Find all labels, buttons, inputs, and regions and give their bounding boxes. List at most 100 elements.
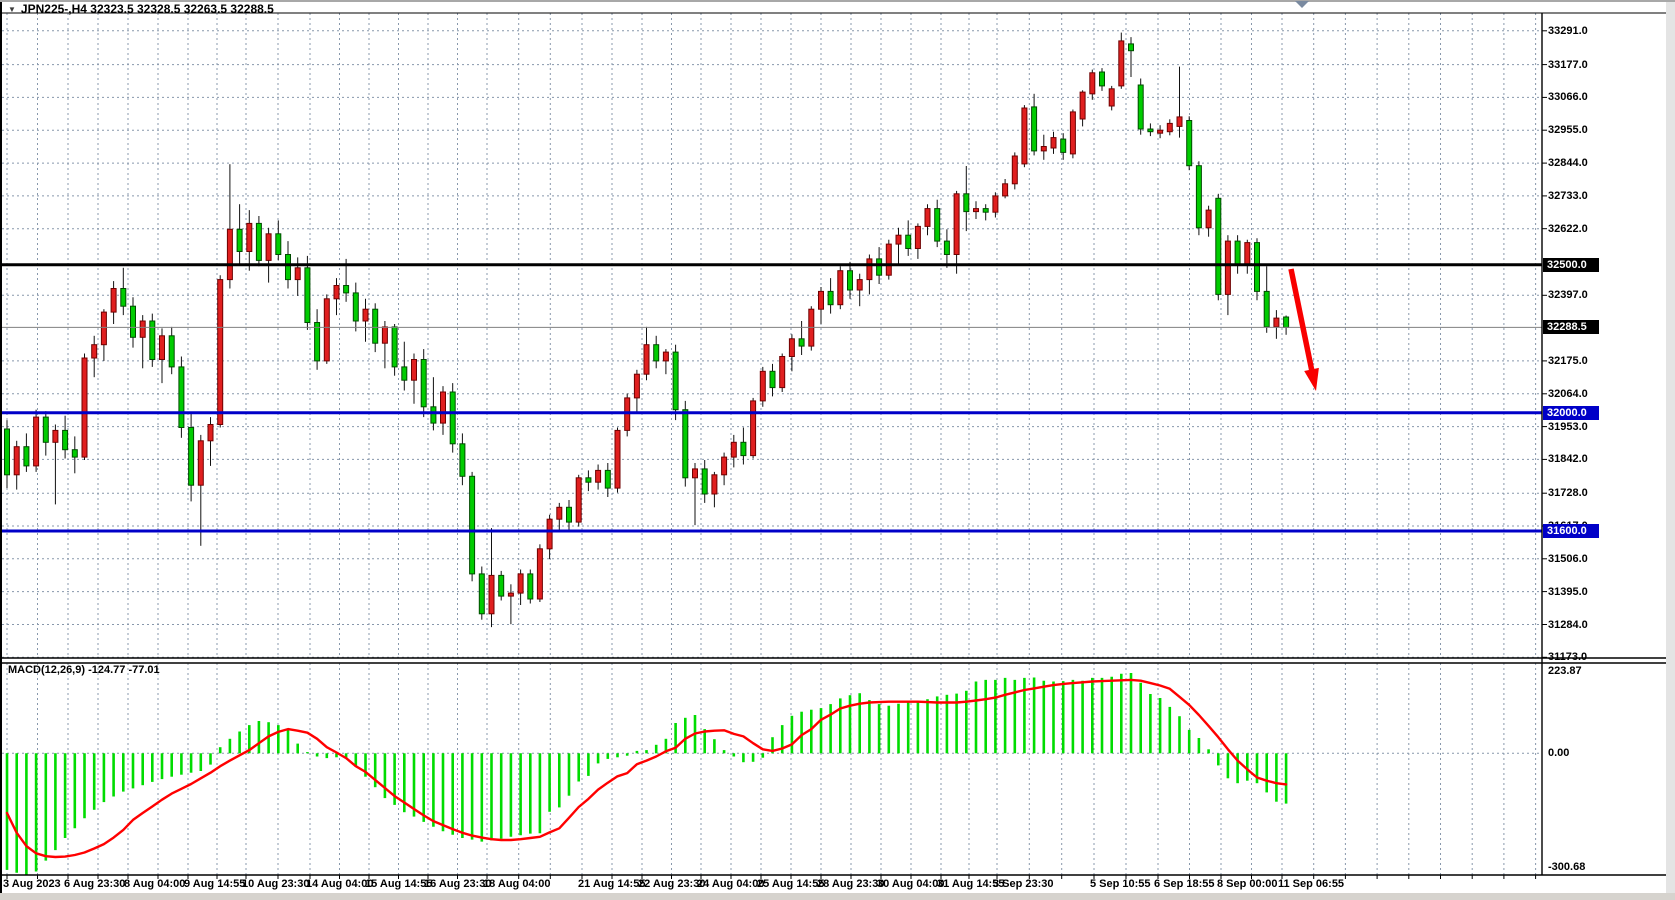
candlestick [149, 320, 156, 360]
time-axis-label: 14 Aug 04:00 [306, 878, 374, 890]
candlestick [1040, 146, 1047, 152]
candlestick [372, 308, 379, 344]
chart-title: ▼ JPN225-,H4 32323.5 32328.5 32263.5 3228… [8, 2, 274, 16]
time-axis-label: 8 Sep 00:00 [1217, 878, 1278, 890]
symbol-dropdown-icon[interactable]: ▼ [8, 5, 16, 14]
price-axis-label: 32955.0 [1548, 124, 1588, 137]
candlestick [110, 288, 117, 313]
candlestick [1099, 71, 1105, 87]
price-axis-label: 31395.0 [1548, 585, 1588, 598]
candlestick [662, 351, 669, 362]
candlestick [759, 370, 766, 402]
candlestick [469, 475, 476, 575]
candlestick [139, 320, 146, 338]
price-line-badge: 32500.0 [1543, 257, 1599, 272]
price-axis-label: 33066.0 [1548, 91, 1588, 104]
candlestick [285, 254, 291, 281]
candlestick [420, 359, 427, 408]
candlestick [682, 409, 689, 479]
down-arrow-annotation[interactable] [1288, 268, 1319, 391]
macd-pane[interactable] [2, 663, 1542, 875]
candlestick [1050, 137, 1057, 149]
macd-indicator-label: MACD(12,26,9) -124.77 -77.01 [8, 664, 160, 676]
time-axis-label: 18 Aug 04:00 [483, 878, 551, 890]
candlestick [856, 279, 863, 291]
price-lines[interactable] [2, 263, 1542, 533]
candlestick [1283, 316, 1290, 328]
time-axis-label: 24 Aug 04:00 [697, 878, 765, 890]
candlestick [575, 477, 582, 523]
macd-histogram [5, 673, 1288, 875]
candlestick [876, 258, 883, 276]
candlestick [604, 469, 611, 489]
candlestick [168, 335, 175, 368]
candlestick [178, 366, 185, 428]
candlestick [1060, 138, 1067, 153]
candlestick [323, 298, 330, 362]
candlestick [701, 468, 708, 495]
candlestick [1031, 106, 1038, 152]
candlestick [1176, 116, 1183, 127]
candlestick [692, 468, 698, 479]
price-axis-label: 32064.0 [1548, 387, 1588, 400]
candlestick [430, 406, 437, 424]
candlestick [721, 456, 728, 476]
candlestick [953, 193, 960, 256]
candlestick [411, 359, 417, 381]
candlestick [566, 506, 572, 523]
candlestick [226, 228, 233, 281]
candlestick [1069, 111, 1076, 155]
candlestick [130, 305, 136, 338]
candlestick [478, 573, 485, 615]
candlestick [498, 574, 505, 597]
main-chart-pane[interactable] [2, 13, 1542, 658]
candlestick [788, 338, 795, 357]
candlestick [837, 270, 844, 306]
candlestick [779, 356, 786, 389]
candlestick [71, 449, 78, 458]
candlestick [255, 222, 262, 261]
candlestick [459, 443, 466, 477]
candlestick [963, 193, 970, 213]
vertical-gridlines [6, 13, 1537, 875]
time-axis-label: 3 Sep 23:30 [993, 878, 1054, 890]
candlestick [1128, 43, 1134, 52]
candlestick [885, 243, 892, 276]
candlestick [42, 416, 49, 443]
candlestick [818, 290, 824, 310]
candlestick [265, 233, 272, 261]
candlestick [362, 308, 369, 322]
candlestick [934, 208, 941, 242]
price-line-badge: 32288.5 [1543, 320, 1599, 335]
candlestick [507, 592, 514, 597]
candlestick [633, 373, 640, 399]
candlestick [1079, 91, 1086, 120]
candlestick [449, 391, 456, 445]
price-axis-label: 33291.0 [1548, 24, 1588, 37]
time-axis-label: 28 Aug 23:30 [817, 878, 885, 890]
candlestick [556, 506, 563, 520]
time-axis-label: 15 Aug 14:55 [365, 878, 433, 890]
candlestick [314, 322, 321, 362]
price-axis-label: 31284.0 [1548, 618, 1588, 631]
price-axis-label: 32397.0 [1548, 289, 1588, 302]
candlestick [750, 400, 757, 457]
object-anchor-marker-icon[interactable] [1295, 1, 1309, 8]
candlestick [585, 477, 592, 483]
candlestick [992, 195, 999, 213]
time-axis-label: 6 Sep 18:55 [1154, 878, 1215, 890]
candlestick [643, 344, 650, 375]
price-axis-label: 31728.0 [1548, 487, 1588, 500]
price-axis-label: 33177.0 [1548, 58, 1588, 71]
candlestick [188, 427, 195, 486]
time-axis-label: 6 Aug 23:30 [64, 878, 126, 890]
time-axis-label: 9 Aug 14:55 [184, 878, 246, 890]
candlestick [333, 285, 340, 300]
candlestick [391, 326, 398, 368]
time-axis-label: 10 Aug 23:30 [242, 878, 310, 890]
candlestick [1273, 317, 1280, 328]
candlestick [62, 429, 69, 451]
candlestick [914, 225, 921, 249]
